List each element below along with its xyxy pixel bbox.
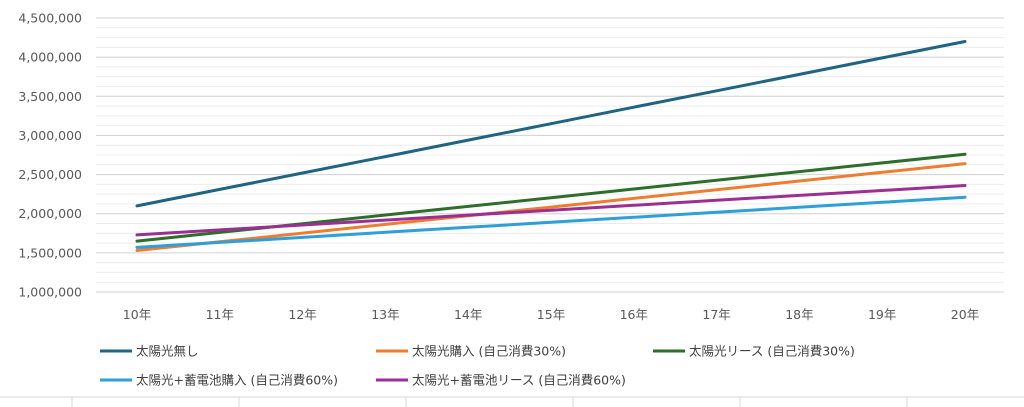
gridlines (96, 17, 1004, 293)
legend-label: 太陽光+蓄電池リース (自己消費60%) (412, 373, 626, 388)
x-tick-label: 14年 (454, 307, 482, 322)
x-tick-label: 15年 (537, 307, 565, 322)
y-tick-label: 3,000,000 (18, 128, 82, 143)
series-line-1 (135, 40, 967, 208)
y-tick-label: 3,500,000 (18, 89, 82, 104)
x-tick-label: 20年 (951, 307, 979, 322)
x-tick-label: 10年 (123, 307, 151, 322)
legend-label: 太陽光無し (136, 344, 199, 359)
legend-label: 太陽光購入 (自己消費30%) (412, 344, 566, 359)
y-axis: 1,000,000 1,500,000 2,000,000 2,500,000 3,00… (18, 11, 82, 300)
y-tick-label: 1,500,000 (18, 245, 82, 260)
y-tick-label: 2,500,000 (18, 167, 82, 182)
x-tick-label: 19年 (868, 307, 896, 322)
series-line-2 (135, 162, 967, 252)
y-tick-label: 2,000,000 (18, 206, 82, 221)
x-tick-label: 11年 (206, 307, 234, 322)
series-lines (135, 40, 967, 252)
legend-label: 太陽光リース (自己消費30%) (689, 344, 855, 359)
y-tick-label: 1,000,000 (18, 285, 82, 300)
x-tick-label: 12年 (288, 307, 316, 322)
x-tick-label: 18年 (785, 307, 813, 322)
y-tick-label: 4,000,000 (18, 50, 82, 65)
x-tick-label: 13年 (371, 307, 399, 322)
series-line-4 (135, 195, 967, 249)
legend: 太陽光無し 太陽光購入 (自己消費30%) 太陽光リース (自己消費30%) 太陽光+… (100, 344, 855, 388)
y-tick-label: 4,500,000 (18, 11, 82, 26)
series-line-5 (135, 184, 967, 237)
bottom-border (0, 396, 1024, 407)
x-tick-label: 16年 (620, 307, 648, 322)
legend-label: 太陽光+蓄電池購入 (自己消費60%) (136, 373, 338, 388)
x-axis: 10年 11年 12年 13年 14年 15年 16年 17年 18年 19年 20年 (123, 307, 979, 322)
x-tick-label: 17年 (702, 307, 730, 322)
